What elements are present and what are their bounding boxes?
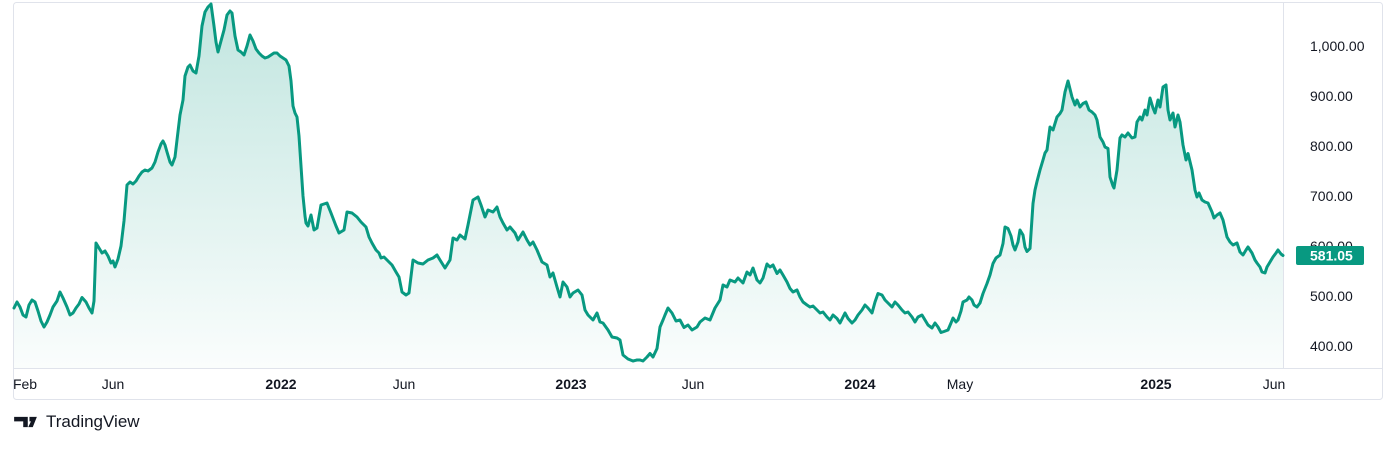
time-scale-label: Jun — [102, 376, 125, 392]
last-price-badge — [1296, 245, 1364, 265]
time-scale-label: 2024 — [844, 376, 875, 392]
time-scale-label: 2022 — [265, 376, 296, 392]
price-scale-label: 400.00 — [1310, 338, 1353, 354]
time-scale-label: 2025 — [1140, 376, 1171, 392]
price-scale-label: 1,000.00 — [1310, 38, 1365, 54]
area-fill — [14, 4, 1283, 368]
time-scale-label: Jun — [1263, 376, 1286, 392]
tradingview-wordmark: TradingView — [46, 412, 140, 431]
tradingview-logo-icon — [14, 416, 37, 428]
price-scale-label: 900.00 — [1310, 88, 1353, 104]
time-scale-label: May — [947, 376, 973, 392]
price-scale-label: 800.00 — [1310, 138, 1353, 154]
tradingview-attribution-link[interactable]: TradingView — [13, 412, 140, 432]
widget-border — [13, 2, 1383, 400]
last-price-badge-label: 581.05 — [1310, 247, 1353, 263]
time-scale-label: 2023 — [555, 376, 586, 392]
time-scale-label: Jun — [393, 376, 416, 392]
price-scale-label: 700.00 — [1310, 188, 1353, 204]
price-scale-label: 500.00 — [1310, 288, 1353, 304]
time-scale-label: Feb — [13, 376, 37, 392]
price-line — [12, 2, 1285, 363]
time-scale-label: Jun — [682, 376, 705, 392]
